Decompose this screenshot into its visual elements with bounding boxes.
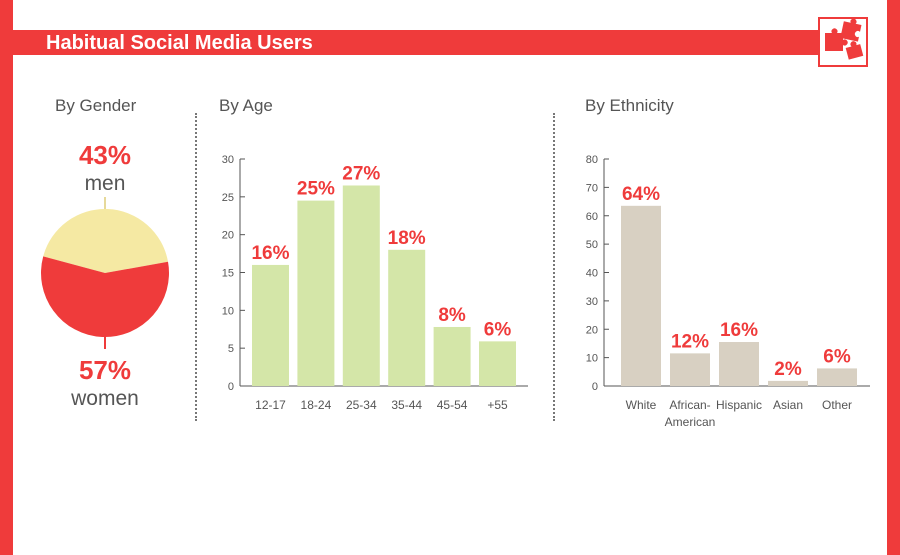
left-border [0, 0, 13, 555]
ethnicity-y-tick-label: 40 [586, 268, 598, 280]
age-category-label: 12-17 [255, 398, 286, 412]
age-value-label: 25% [297, 179, 335, 200]
ethnicity-category-label: African- [669, 398, 710, 412]
ethnicity-value-label: 6% [823, 346, 851, 367]
age-y-tick-label: 30 [222, 154, 234, 166]
age-value-label: 18% [388, 228, 426, 249]
ethnicity-y-tick-label: 0 [592, 381, 598, 393]
right-border [887, 0, 900, 555]
ethnicity-section-title: By Ethnicity [585, 96, 674, 115]
divider-right [553, 113, 555, 421]
divider-left [195, 113, 197, 421]
age-bar [479, 341, 516, 386]
ethnicity-bar [817, 368, 857, 386]
gender-section-title: By Gender [55, 96, 137, 115]
age-value-label: 8% [438, 305, 466, 326]
age-y-tick-label: 0 [228, 381, 234, 393]
ethnicity-bar [670, 353, 710, 386]
ethnicity-bar [621, 205, 661, 386]
age-y-tick-label: 20 [222, 230, 234, 242]
age-bar [433, 326, 471, 386]
ethnicity-y-tick-label: 60 [586, 211, 598, 223]
age-value-label: 27% [342, 163, 380, 184]
ethnicity-category-label: Asian [773, 398, 803, 412]
ethnicity-value-label: 16% [720, 320, 758, 341]
age-category-label: 25-34 [346, 398, 377, 412]
ethnicity-category-label: White [626, 398, 657, 412]
ethnicity-y-tick-label: 10 [586, 353, 598, 365]
ethnicity-category-label: American [665, 415, 716, 429]
ethnicity-category-label: Other [822, 398, 852, 412]
age-category-label: +55 [487, 398, 508, 412]
ethnicity-bar [719, 342, 759, 386]
age-section-title: By Age [219, 96, 273, 115]
ethnicity-value-label: 64% [622, 184, 660, 205]
page-title: Habitual Social Media Users [46, 32, 313, 54]
women-label: women [71, 387, 139, 410]
age-category-label: 18-24 [301, 398, 332, 412]
ethnicity-y-tick-label: 70 [586, 182, 598, 194]
age-bar [252, 264, 289, 386]
ethnicity-category-label: Hispanic [716, 398, 762, 412]
ethnicity-bar [768, 380, 808, 386]
age-category-label: 45-54 [437, 398, 468, 412]
ethnicity-value-label: 12% [671, 331, 709, 352]
pie-slice-men [43, 209, 169, 273]
ethnicity-y-tick-label: 30 [586, 296, 598, 308]
pie-slice-women [41, 256, 170, 338]
ethnicity-y-tick-label: 50 [586, 239, 598, 251]
age-category-label: 35-44 [391, 398, 422, 412]
women-leader-line [104, 335, 106, 349]
women-value-label: 57% [78, 355, 132, 385]
age-value-label: 6% [484, 319, 512, 340]
age-y-tick-label: 5 [228, 343, 234, 355]
ethnicity-y-tick-label: 20 [586, 324, 598, 336]
men-value-label: 43% [78, 140, 132, 170]
ethnicity-y-tick-label: 80 [586, 154, 598, 166]
age-y-tick-label: 10 [222, 305, 234, 317]
men-leader-line [104, 197, 106, 209]
age-bar [342, 185, 380, 386]
ethnicity-value-label: 2% [774, 359, 802, 380]
title-band [13, 30, 818, 55]
men-label: men [84, 172, 126, 195]
age-y-tick-label: 25 [222, 192, 234, 204]
age-y-tick-label: 15 [222, 268, 234, 280]
age-value-label: 16% [251, 243, 289, 264]
age-bar [297, 200, 335, 386]
puzzle-pieces-icon [818, 17, 868, 67]
age-bar [388, 249, 426, 386]
